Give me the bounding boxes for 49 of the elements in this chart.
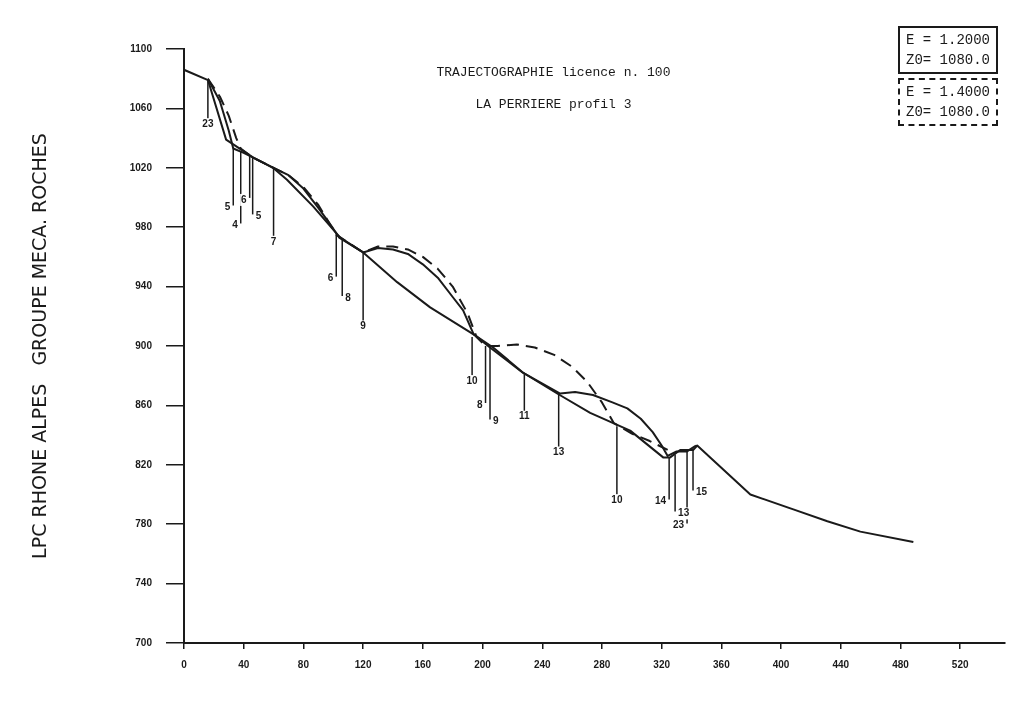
annotation: 13 bbox=[553, 446, 565, 458]
y-tick-label: 1020 bbox=[129, 161, 153, 173]
x-tick-label: 160 bbox=[414, 658, 432, 670]
y-tick-label: 860 bbox=[135, 399, 153, 411]
text: LA PERRIERE profil 3 bbox=[475, 97, 632, 113]
annotation: 14 bbox=[655, 495, 667, 507]
text: E = 1.4000 Z0= 1080.0 bbox=[897, 78, 998, 126]
x-tick-label: 40 bbox=[238, 658, 250, 670]
x-tick-label: 320 bbox=[653, 658, 671, 670]
x-tick-label: 480 bbox=[892, 658, 910, 670]
y-tick-label: 740 bbox=[135, 577, 153, 589]
text: TRAJECTOGRAPHIE licence n. 100 bbox=[436, 65, 671, 81]
y-tick-label: 780 bbox=[135, 517, 153, 529]
x-tick-label: 400 bbox=[772, 658, 790, 670]
x-tick-label: 520 bbox=[951, 658, 969, 670]
annotation: 23 bbox=[202, 117, 214, 129]
text: E = 1.2000 Z0= 1080.0 bbox=[897, 26, 998, 74]
y-axis-title: LPC RHONE ALPES GROUPE MECA. ROCHES bbox=[28, 133, 51, 559]
x-tick-label: 200 bbox=[474, 658, 492, 670]
annotation: 8 bbox=[476, 398, 483, 410]
annotation: 5 bbox=[255, 210, 262, 222]
y-tick-label: 940 bbox=[135, 280, 153, 292]
annotation: 10 bbox=[611, 493, 623, 505]
annotation: 23 bbox=[672, 519, 685, 531]
y-tick-label: 980 bbox=[135, 220, 153, 232]
x-tick-label: 80 bbox=[297, 658, 310, 670]
x-tick-label: 240 bbox=[533, 658, 552, 670]
x-tick-label: 0 bbox=[181, 658, 188, 670]
annotation: 7 bbox=[270, 235, 277, 247]
annotation: 11 bbox=[519, 410, 531, 422]
annotation: 6 bbox=[241, 193, 248, 205]
annotation: 9 bbox=[360, 320, 367, 332]
y-tick-label: 900 bbox=[135, 339, 153, 351]
annotation: 5 bbox=[224, 201, 231, 213]
y-tick-label: 1100 bbox=[130, 42, 153, 54]
annotation: 6 bbox=[327, 272, 334, 284]
annotation: 13 bbox=[678, 507, 690, 519]
x-tick-label: 440 bbox=[832, 658, 850, 670]
x-tick-label: 120 bbox=[354, 658, 372, 670]
annotation: 4 bbox=[232, 219, 239, 231]
y-tick-label: 700 bbox=[135, 636, 153, 648]
annotation: 15 bbox=[696, 486, 708, 498]
x-tick-label: 280 bbox=[593, 658, 611, 670]
annotation: 10 bbox=[466, 374, 479, 386]
x-tick-label: 360 bbox=[713, 658, 731, 670]
annotation: 8 bbox=[345, 291, 352, 303]
y-tick-label: 820 bbox=[135, 458, 153, 470]
annotation: 9 bbox=[493, 415, 500, 427]
y-tick-label: 1060 bbox=[129, 102, 153, 114]
